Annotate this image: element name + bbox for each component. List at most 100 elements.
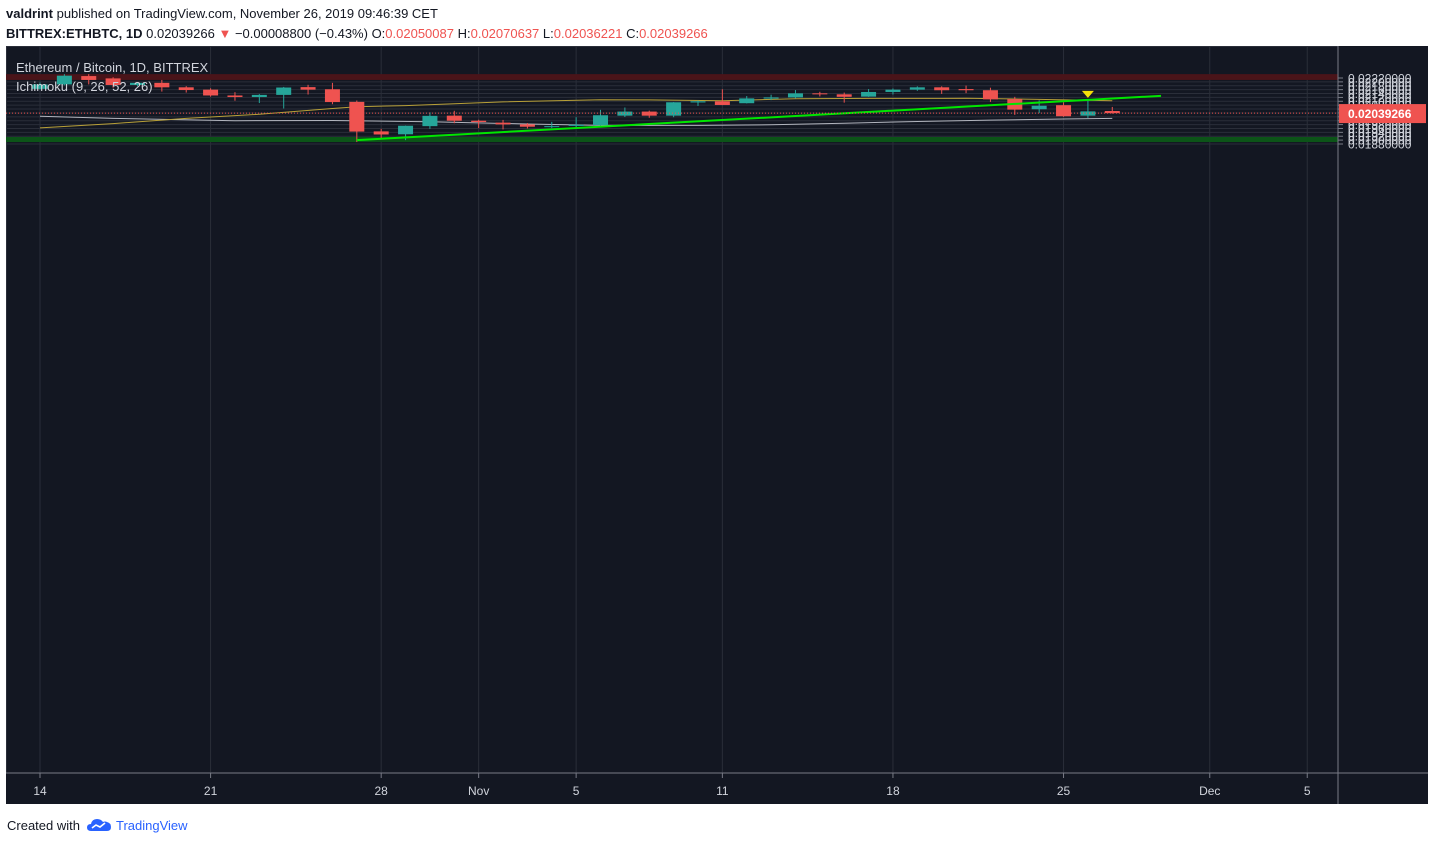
candle-bearish[interactable] [471,119,487,129]
indicator-lines [39,97,1113,129]
candle-bearish[interactable] [324,82,340,105]
candle-body [934,87,950,91]
candle-body [982,90,998,100]
candle-body [958,89,974,91]
candle-body [714,101,730,105]
candle-bullish[interactable] [666,102,682,118]
candle-bullish[interactable] [861,89,877,97]
time-tick-label: 28 [375,784,389,798]
candle-bullish[interactable] [276,86,292,109]
candle-body [885,89,901,92]
candle-body [398,125,414,135]
price-tick-label: 0.02200000 [1348,75,1412,89]
axes: 0.018800000.019000000.019200000.01940000… [6,46,1428,804]
candle-body [1104,110,1120,114]
low-label: L: [542,26,554,41]
candle-bearish[interactable] [154,79,170,92]
low-value: 0.02036221 [553,26,623,41]
candle-bearish[interactable] [227,92,243,101]
time-tick-label: 25 [1057,784,1071,798]
candle-body [154,82,170,88]
footer: Created with TradingView [7,817,188,833]
candle-bearish[interactable] [934,86,950,94]
candle-body [544,126,560,128]
ascending-trendline [356,94,1162,142]
candle-body [446,115,462,121]
candle-bullish[interactable] [32,82,48,90]
candle-body [422,115,438,127]
time-tick-label: 5 [1304,784,1311,798]
candle-body [568,124,584,126]
candle-bearish[interactable] [519,123,535,129]
tradingview-link[interactable]: TradingView [115,817,188,833]
candle-bullish[interactable] [129,82,145,87]
candle-bullish[interactable] [1080,99,1096,118]
support-zone [6,137,1338,143]
candle-bearish[interactable] [178,86,194,93]
legend-title: Ethereum / Bitcoin, 1D, BITTREX [16,60,209,75]
candle-body [519,124,535,127]
open-label: O: [371,26,386,41]
candle-bullish[interactable] [909,86,925,91]
candle-body [178,87,194,91]
close-label: C: [626,26,640,41]
candle-bearish[interactable] [641,110,657,118]
candle-bearish[interactable] [81,74,97,85]
time-tick-label: 14 [33,784,47,798]
base-line [39,115,1113,126]
ohlc-header: BITTREX:ETHBTC, 1D 0.02039266 ▼ −0.00008… [6,26,708,41]
candle-body [690,101,706,103]
price-tick-label: 0.01900000 [1348,134,1412,148]
candle-bearish[interactable] [349,100,365,143]
candle-bullish[interactable] [739,96,755,104]
candle-bearish[interactable] [495,119,511,130]
candle-bearish[interactable] [203,88,219,97]
candle-body [1080,111,1096,116]
last-price: 0.02039266 [146,26,215,41]
candle-bullish[interactable] [568,117,584,129]
candle-bearish[interactable] [1007,96,1023,115]
candle-bearish[interactable] [812,91,828,97]
price-tick-label: 0.02140000 [1348,87,1412,101]
close-value: 0.02039266 [639,26,708,41]
candle-bullish[interactable] [544,121,560,129]
open-value: 0.02050087 [385,26,454,41]
candle-bullish[interactable] [593,109,609,126]
candle-bullish[interactable] [885,88,901,95]
candle-body [276,87,292,95]
published-text: published on TradingView.com, November 2… [56,6,438,21]
chart-header: valdrint published on TradingView.com, N… [6,0,1426,46]
candle-body [593,115,609,126]
candle-bullish[interactable] [56,74,72,86]
publish-info: valdrint published on TradingView.com, N… [6,6,438,21]
price-chart[interactable]: 0.018800000.019000000.019200000.01940000… [6,46,1428,804]
candle-bearish[interactable] [836,92,852,103]
resistance-zone [6,74,1338,80]
candle-bearish[interactable] [1104,106,1120,114]
candle-bullish[interactable] [787,90,803,99]
symbol-label: BITTREX:ETHBTC, 1D [6,26,143,41]
candle-bearish[interactable] [446,110,462,124]
candle-bearish[interactable] [300,84,316,95]
candle-bearish[interactable] [1056,102,1072,117]
candle-body [300,87,316,90]
author-name[interactable]: valdrint [6,6,53,21]
candle-bearish[interactable] [982,87,998,102]
created-with-text: Created with [7,817,80,833]
candle-bullish[interactable] [690,100,706,106]
overlay [6,90,1338,142]
candle-bearish[interactable] [373,128,389,139]
candle-bearish[interactable] [958,85,974,94]
candle-bullish[interactable] [251,94,267,104]
candle-bearish[interactable] [714,89,730,106]
candle-bearish[interactable] [105,77,121,88]
candle-body [251,94,267,98]
candle-bullish[interactable] [422,112,438,129]
candle-body [1056,105,1072,117]
legend-indicator[interactable]: Ichimoku (9, 26, 52, 26) [16,79,153,94]
price-tick-label: 0.02180000 [1348,79,1412,93]
candle-body [836,94,852,97]
candle-bullish[interactable] [763,94,779,101]
candle-bullish[interactable] [617,107,633,118]
current-price-label: 0.02039266 [1348,107,1412,121]
